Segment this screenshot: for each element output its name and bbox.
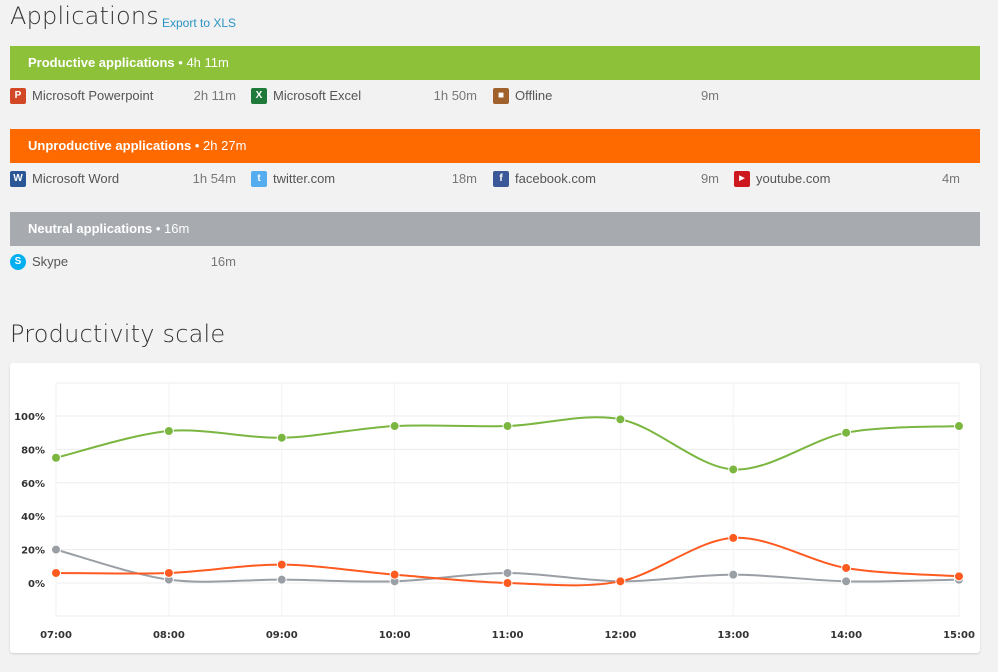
app-item-offline[interactable]: ■ Offline 9m	[493, 86, 723, 106]
unproductive-applications-bar[interactable]: Unproductive applications • 2h 27m	[10, 129, 980, 163]
app-name: Skype	[32, 254, 69, 269]
youtube-icon: ▶	[734, 171, 750, 187]
app-time: 4m	[941, 171, 960, 186]
app-name: Microsoft Excel	[273, 88, 362, 103]
x-tick-label: 14:00	[830, 630, 862, 641]
y-tick-label: 80%	[21, 445, 45, 456]
app-item-youtube[interactable]: ▶ youtube.com 4m	[734, 169, 964, 189]
data-point	[51, 544, 61, 555]
data-point	[389, 569, 400, 580]
data-point	[502, 421, 513, 432]
data-point	[276, 574, 287, 585]
x-tick-label: 10:00	[379, 630, 411, 641]
data-point	[615, 576, 626, 587]
app-item-facebook[interactable]: f facebook.com 9m	[493, 169, 723, 189]
category-name: Neutral applications	[28, 221, 153, 236]
category-time: • 4h 11m	[178, 55, 229, 70]
app-name: Offline	[515, 88, 553, 103]
app-item-skype[interactable]: S Skype 16m	[10, 252, 240, 272]
briefcase-icon: ■	[493, 88, 509, 104]
data-point	[954, 571, 964, 582]
data-point	[389, 421, 400, 432]
data-point	[163, 426, 174, 437]
app-item-powerpoint[interactable]: P Microsoft Powerpoint 2h 11m	[10, 86, 240, 106]
data-point	[51, 567, 61, 578]
app-name: youtube.com	[756, 171, 831, 186]
x-tick-label: 13:00	[717, 630, 749, 641]
x-tick-label: 11:00	[492, 630, 524, 641]
data-point	[728, 569, 739, 580]
category-name: Unproductive applications	[28, 138, 192, 153]
data-point	[841, 427, 852, 438]
data-point	[841, 562, 852, 573]
twitter-icon: t	[251, 171, 267, 187]
data-point	[728, 532, 739, 543]
neutral-applications-bar[interactable]: Neutral applications • 16m	[10, 212, 980, 246]
skype-icon: S	[10, 254, 26, 270]
app-item-excel[interactable]: X Microsoft Excel 1h 50m	[251, 86, 481, 106]
data-point	[51, 452, 61, 463]
productive-applications-bar[interactable]: Productive applications • 4h 11m	[10, 46, 980, 80]
app-time: 9m	[700, 88, 719, 103]
x-tick-label: 07:00	[40, 630, 72, 641]
app-time: 16m	[210, 254, 236, 269]
x-tick-label: 12:00	[604, 630, 636, 641]
productivity-chart-card: 0% 20% 40% 60% 80% 100% 07:00 08:00 09:00 10:00 11…	[10, 363, 980, 653]
y-tick-label: 40%	[21, 512, 45, 523]
data-point	[502, 567, 513, 578]
data-point	[841, 576, 852, 587]
app-time: 1h 50m	[433, 88, 477, 103]
export-xls-link[interactable]: Export to XLS	[162, 16, 237, 30]
data-point	[276, 559, 287, 570]
productivity-chart: 0% 20% 40% 60% 80% 100% 07:00 08:00 09:00 10:00 11…	[14, 382, 975, 641]
data-point	[615, 414, 626, 425]
app-time: 1h 54m	[192, 171, 236, 186]
data-point	[954, 421, 964, 432]
app-item-word[interactable]: W Microsoft Word 1h 54m	[10, 169, 240, 189]
word-icon: W	[10, 171, 26, 187]
unproductive-apps-row: W Microsoft Word 1h 54m t twitter.com 18…	[10, 169, 980, 189]
y-tick-label: 20%	[21, 546, 45, 557]
app-name: Microsoft Word	[32, 171, 120, 186]
app-name: Microsoft Powerpoint	[32, 88, 154, 103]
data-point	[502, 578, 513, 588]
app-time: 18m	[451, 171, 477, 186]
x-tick-label: 08:00	[153, 630, 185, 641]
app-item-twitter[interactable]: t twitter.com 18m	[251, 169, 481, 189]
productivity-scale-title: Productivity scale	[10, 320, 226, 348]
y-tick-label: 0%	[28, 579, 45, 590]
y-tick-label: 100%	[14, 412, 45, 423]
productive-apps-row: P Microsoft Powerpoint 2h 11m X Microsof…	[10, 86, 980, 106]
data-point	[163, 567, 174, 578]
data-point	[276, 432, 287, 443]
app-time: 9m	[700, 171, 719, 186]
category-time: • 2h 27m	[194, 138, 247, 153]
category-name: Productive applications	[28, 55, 175, 70]
app-time: 2h 11m	[193, 88, 236, 103]
excel-icon: X	[251, 88, 267, 104]
facebook-icon: f	[493, 171, 509, 187]
page-title: Applications	[10, 2, 160, 30]
neutral-apps-row: S Skype 16m	[10, 252, 980, 272]
y-tick-label: 60%	[21, 479, 45, 490]
x-tick-label: 09:00	[266, 630, 298, 641]
data-point	[728, 464, 739, 475]
app-name: twitter.com	[273, 171, 336, 186]
app-name: facebook.com	[515, 171, 596, 186]
powerpoint-icon: P	[10, 88, 26, 104]
category-time: • 16m	[155, 221, 190, 236]
x-tick-label: 15:00	[943, 630, 975, 641]
